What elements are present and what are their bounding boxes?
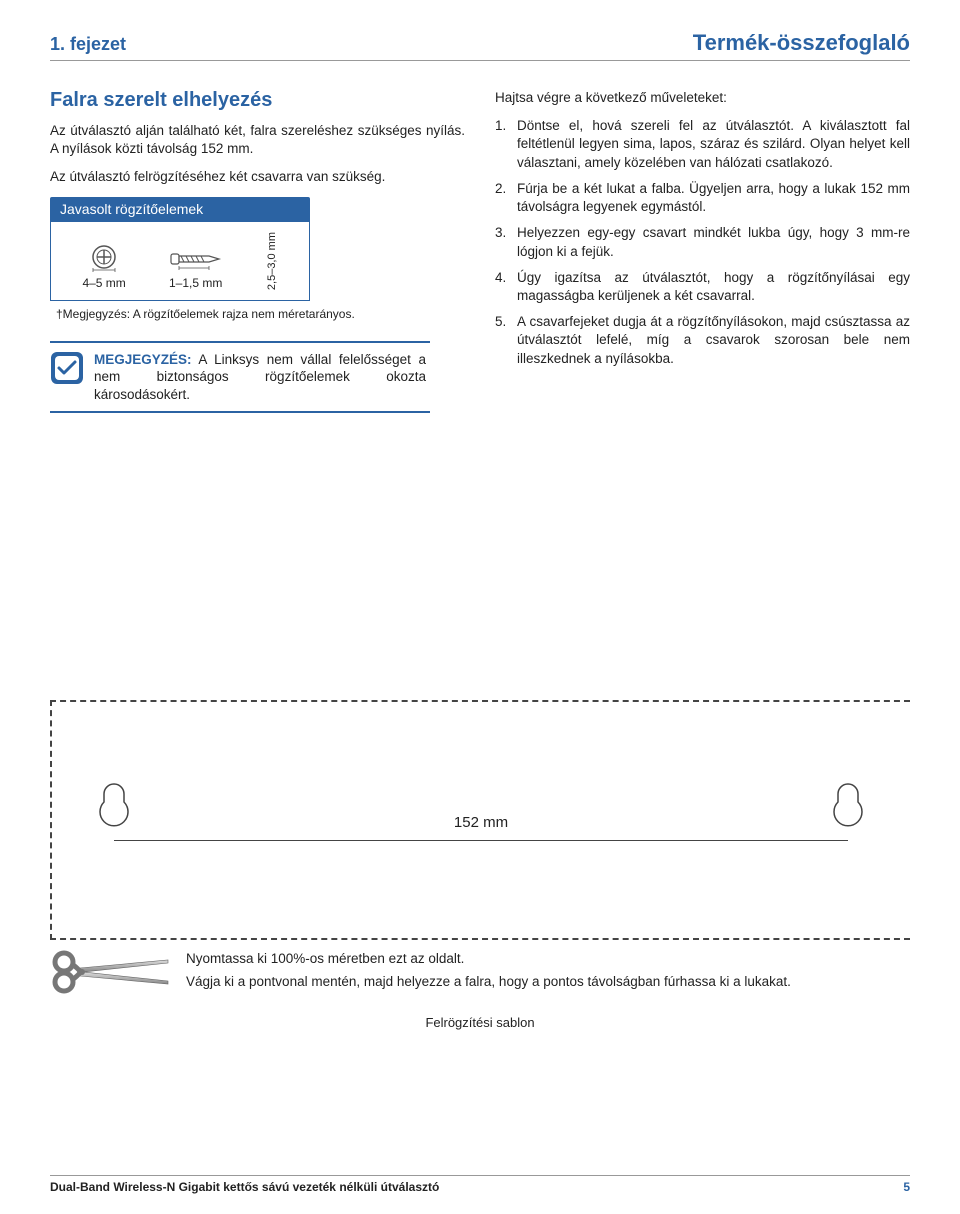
screw-head-label: 4–5 mm xyxy=(82,276,125,290)
screw-head-icon xyxy=(89,242,119,272)
mounting-template: 152 mm Nyomtassa ki 100%-os méretben ezt… xyxy=(50,700,910,1030)
footer-product: Dual-Band Wireless-N Gigabit kettős sávú… xyxy=(50,1180,439,1194)
subsection-title: Falra szerelt elhelyezés xyxy=(50,89,465,112)
scissors-icon xyxy=(50,950,170,994)
dimension-line xyxy=(114,840,848,841)
template-instruction-1: Nyomtassa ki 100%-os méretben ezt az old… xyxy=(186,950,791,969)
note-lead: MEGJEGYZÉS: xyxy=(94,352,192,367)
section-title: Termék-összefoglaló xyxy=(693,30,910,56)
note-text: MEGJEGYZÉS: A Linksys nem vállal felelős… xyxy=(94,351,426,404)
steps-list: Döntse el, hová szereli fel az útválaszt… xyxy=(495,117,910,368)
hardware-title: Javasolt rögzítőelemek xyxy=(50,197,310,221)
screw-side-icon xyxy=(169,248,223,272)
template-caption: Felrögzítési sablon xyxy=(50,1015,910,1030)
page-footer: Dual-Band Wireless-N Gigabit kettős sávú… xyxy=(50,1175,910,1194)
screw-length-label: 2,5–3,0 mm xyxy=(266,232,278,290)
page-header: 1. fejezet Termék-összefoglaló xyxy=(50,30,910,61)
screw-length-spec: 2,5–3,0 mm xyxy=(266,232,278,290)
screw-shaft-spec: 1–1,5 mm xyxy=(169,232,223,290)
step-item: Helyezzen egy-egy csavart mindkét lukba … xyxy=(495,224,910,260)
step-item: Úgy igazítsa az útválasztót, hogy a rögz… xyxy=(495,269,910,305)
dimension-label: 152 mm xyxy=(52,814,910,831)
note-box: MEGJEGYZÉS: A Linksys nem vállal felelős… xyxy=(50,341,430,414)
screw-head-spec: 4–5 mm xyxy=(82,232,125,290)
template-instruction-2: Vágja ki a pontvonal mentén, majd helyez… xyxy=(186,973,791,992)
intro-paragraph-1: Az útválasztó alján található két, falra… xyxy=(50,122,465,158)
cutout-outline: 152 mm xyxy=(50,700,910,940)
check-badge-icon xyxy=(50,351,84,385)
step-item: A csavarfejeket dugja át a rögzítőnyílás… xyxy=(495,313,910,368)
screw-shaft-label: 1–1,5 mm xyxy=(169,276,223,290)
chapter-label: 1. fejezet xyxy=(50,34,126,55)
intro-paragraph-2: Az útválasztó felrögzítéséhez két csavar… xyxy=(50,168,465,186)
template-instructions: Nyomtassa ki 100%-os méretben ezt az old… xyxy=(186,950,791,996)
right-column: Hajtsa végre a következő műveleteket: Dö… xyxy=(495,89,910,413)
left-column: Falra szerelt elhelyezés Az útválasztó a… xyxy=(50,89,465,413)
step-item: Fúrja be a két lukat a falba. Ügyeljen a… xyxy=(495,180,910,216)
hardware-panel: Javasolt rögzítőelemek xyxy=(50,197,465,321)
steps-lead: Hajtsa végre a következő műveleteket: xyxy=(495,89,910,107)
footer-page-number: 5 xyxy=(903,1180,910,1194)
step-item: Döntse el, hová szereli fel az útválaszt… xyxy=(495,117,910,172)
hardware-footnote: †Megjegyzés: A rögzítőelemek rajza nem m… xyxy=(56,307,465,321)
